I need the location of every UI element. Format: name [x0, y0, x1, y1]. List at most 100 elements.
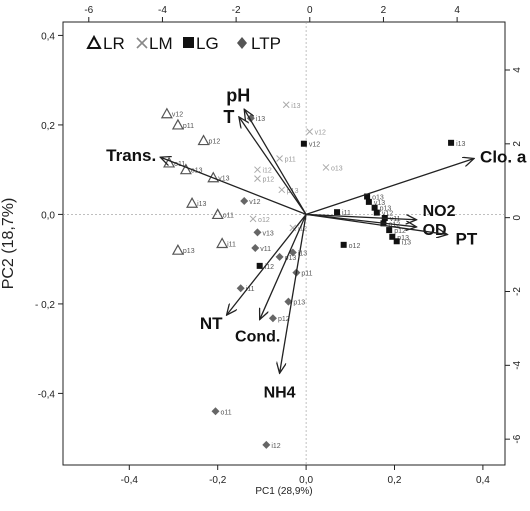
data-point-square — [334, 209, 341, 216]
data-point-cross — [278, 186, 286, 194]
loading-label: NO2 — [423, 203, 456, 220]
data-point-cross — [306, 128, 313, 135]
right-tick-label: -6 — [512, 434, 523, 443]
data-point-label: i12 — [271, 443, 280, 450]
data-point-label: o13 — [285, 255, 297, 262]
loading-label: NT — [200, 314, 223, 333]
data-point-label: i11 — [342, 210, 351, 217]
data-point-square — [340, 241, 347, 248]
right-tick-label: -4 — [512, 360, 523, 369]
data-point-label: p12 — [394, 228, 406, 235]
data-point-diamond — [268, 314, 277, 323]
legend-label-lr: LR — [103, 34, 125, 53]
loading-arrow — [239, 117, 307, 215]
legend-label-lm: LM — [149, 34, 173, 53]
loading-arrow — [160, 157, 307, 216]
plot-frame — [62, 21, 506, 466]
data-point-label: i12 — [265, 264, 274, 271]
data-point-label: i12 — [298, 226, 307, 233]
data-point-label: v12 — [309, 142, 320, 149]
chart-marks: -0,4 -0,2 0,0 0,2 0,4 PC1 (28,9%) 0,4 0,2 0,0 - 0… — [0, 5, 527, 497]
loading-arrow — [305, 158, 474, 216]
loading-label: Clo. a — [480, 147, 527, 166]
data-point-label: p13 — [380, 206, 392, 213]
data-point-label: p12 — [278, 316, 290, 323]
legend-entry-lg: LG — [183, 34, 219, 53]
data-point-label: v12 — [382, 211, 393, 218]
legend-label-lg: LG — [196, 34, 219, 53]
loading-label: pH — [226, 85, 250, 105]
x-tick-label: 0,4 — [476, 475, 490, 486]
data-point-triangle — [171, 118, 184, 130]
x-tick-label: 0,2 — [388, 475, 402, 486]
data-point-label: v13 — [374, 200, 385, 207]
x-tick-label: -0,4 — [121, 475, 139, 486]
loading-arrow — [280, 214, 307, 373]
legend: LR LM LG LTP — [86, 34, 281, 53]
data-point-label: v13 — [262, 230, 273, 237]
top-tick-label: -4 — [158, 5, 167, 16]
y-tick-label: 0,0 — [41, 210, 55, 221]
data-point-cross — [254, 166, 261, 174]
data-point-label: o11 — [223, 212, 234, 219]
data-point-triangle — [216, 237, 229, 249]
loading-label: PT — [456, 230, 478, 249]
data-point-square — [373, 209, 380, 216]
loading-arrow — [227, 214, 307, 315]
data-point-diamond — [284, 297, 293, 306]
data-point-cross — [249, 215, 257, 223]
loading-arrow — [306, 213, 447, 234]
data-point-label: i13 — [298, 250, 307, 257]
data-point-label: p11 — [183, 123, 194, 130]
data-point-triangle — [160, 107, 173, 119]
data-point-cross — [282, 101, 290, 109]
y-tick-label: 0,2 — [41, 121, 55, 132]
loading-label: OD — [423, 222, 447, 239]
data-point-label: p13 — [293, 300, 305, 307]
y-tick-label: - 0,2 — [35, 300, 55, 311]
data-point-square — [448, 139, 455, 146]
data-point-square — [386, 227, 393, 234]
data-point-triangle — [197, 134, 210, 146]
data-point-diamond — [211, 407, 220, 416]
x-tick-label: -0,2 — [209, 475, 227, 486]
data-point-square — [393, 238, 400, 245]
loading-arrow — [306, 213, 417, 219]
loading-label: NH4 — [264, 384, 296, 401]
legend-triangle-icon — [86, 34, 102, 49]
data-point-label: v12 — [315, 130, 326, 137]
data-point-label: v12 — [249, 199, 260, 206]
data-point-cross — [276, 155, 283, 162]
top-tick-label: -6 — [84, 5, 93, 16]
data-point-square — [364, 193, 371, 200]
legend-entry-lr: LR — [86, 34, 125, 53]
data-point-label: o13 — [331, 165, 343, 172]
data-point-label: i13 — [197, 201, 206, 208]
data-point-label: i11 — [246, 286, 255, 293]
loading-arrow — [260, 214, 307, 319]
data-point-triangle — [186, 196, 199, 208]
data-point-label: p13 — [183, 248, 195, 255]
top-tick-label: 2 — [381, 5, 387, 16]
data-point-label: i13 — [456, 141, 465, 148]
data-point-label: i12 — [262, 168, 271, 175]
top-tick-label: 4 — [454, 5, 460, 16]
data-point-label: p12 — [209, 139, 221, 146]
data-point-diamond — [251, 243, 260, 252]
data-point-label: p11 — [285, 156, 296, 163]
right-tick-label: 0 — [512, 214, 523, 220]
data-point-diamond — [240, 196, 249, 205]
y-tick-label: -0,4 — [38, 389, 56, 400]
loading-label: Cond. — [235, 329, 280, 346]
data-point-cross — [322, 164, 330, 171]
data-point-label: p13 — [397, 235, 409, 242]
x-tick-label: 0,0 — [299, 475, 313, 486]
data-point-cross — [254, 175, 261, 182]
data-point-square — [256, 262, 263, 269]
data-point-triangle — [171, 243, 184, 255]
legend-square-icon — [183, 37, 194, 48]
data-point-cross — [289, 224, 297, 232]
data-point-label: i13 — [291, 103, 300, 110]
top-tick-label: 0 — [307, 5, 313, 16]
